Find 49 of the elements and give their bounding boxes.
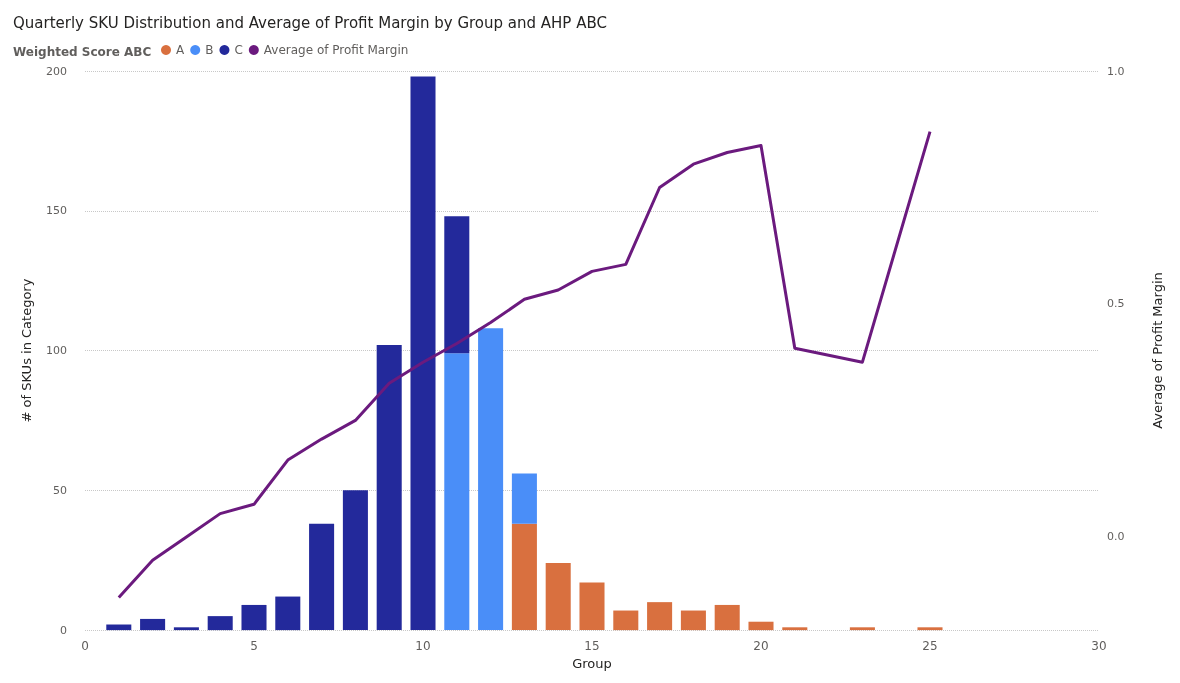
- y-axis-title: # of SKUs in Category: [19, 278, 34, 423]
- x-tick-label: 0: [81, 639, 89, 654]
- x-axis-title: Group: [572, 656, 612, 671]
- x-tick-label: 5: [250, 639, 258, 654]
- bar: [613, 610, 639, 631]
- bar: [309, 523, 335, 631]
- legend-label: A: [176, 43, 185, 57]
- y-tick-label: 0: [60, 623, 67, 637]
- bar: [511, 473, 537, 524]
- y2-tick-label: 0.5: [1107, 297, 1125, 311]
- y-tick-label: 50: [53, 483, 67, 497]
- bar: [478, 328, 504, 631]
- bar: [748, 621, 774, 631]
- bar: [241, 604, 267, 631]
- x-tick-label: 15: [584, 639, 600, 654]
- y2-axis-title: Average of Profit Margin: [1150, 272, 1165, 429]
- y-tick-label: 100: [46, 344, 67, 358]
- bar: [342, 490, 368, 631]
- x-tick-label: 10: [415, 639, 431, 654]
- x-tick-label: 30: [1091, 639, 1107, 654]
- bar: [275, 596, 301, 631]
- legend-label: B: [205, 43, 214, 57]
- bar: [917, 627, 943, 631]
- x-tick-label: 20: [753, 639, 769, 654]
- x-tick-label: 25: [922, 639, 938, 654]
- y2-tick-label: 1.0: [1107, 64, 1125, 78]
- chart-title: Quarterly SKU Distribution and Average of Profit Margin by Group and AHP ABC: [13, 13, 607, 32]
- bar: [140, 618, 166, 631]
- bar: [849, 627, 875, 631]
- bar: [511, 523, 537, 631]
- bar: [376, 344, 402, 631]
- bar: [545, 563, 571, 631]
- bar: [714, 604, 740, 631]
- bar: [207, 616, 233, 631]
- bar: [410, 76, 436, 631]
- bar: [680, 610, 706, 631]
- bar: [444, 353, 470, 631]
- y-tick-label: 200: [46, 64, 67, 78]
- legend-label: C: [234, 43, 243, 57]
- legend-label: Average of Profit Margin: [263, 43, 409, 57]
- y-tick-label: 150: [46, 204, 67, 218]
- bar: [647, 602, 673, 631]
- bar: [579, 582, 605, 631]
- bar: [173, 627, 199, 631]
- legend-title: Weighted Score ABC: [13, 45, 152, 59]
- line-series: [117, 130, 932, 599]
- y2-tick-label: 0.0: [1107, 530, 1125, 544]
- bar: [782, 627, 808, 631]
- bar: [444, 216, 470, 354]
